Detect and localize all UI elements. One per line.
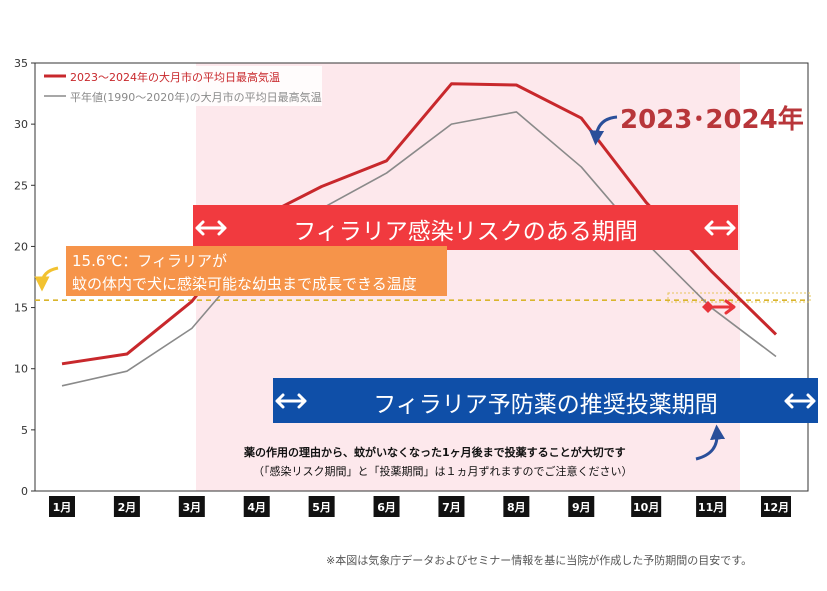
note-sub: （「感染リスク期間」と「投薬期間」は１ヵ月ずれますのでご注意ください） (253, 465, 633, 478)
threshold-pointer-icon (34, 266, 59, 292)
x-tick-label: 9月 (572, 501, 591, 514)
prevention-period-label: フィラリア予防薬の推奨投薬期間 (373, 392, 718, 418)
legend-label-normal: 平年値(1990〜2020年)の大月市の平均日最高気温 (70, 91, 322, 104)
footnote: ※本図は気象庁データおよびセミナー情報を基に当院が作成した予防期間の目安です。 (326, 554, 753, 567)
x-tick-label: 1月 (53, 501, 72, 514)
x-tick-label: 6月 (377, 501, 396, 514)
y-tick-label: 35 (14, 57, 28, 70)
prevention-period-bar (273, 378, 818, 423)
x-tick-label: 10月 (633, 501, 659, 514)
x-tick-label: 2月 (118, 501, 137, 514)
y-tick-label: 15 (14, 302, 28, 315)
x-tick-label: 12月 (763, 501, 789, 514)
y-tick-label: 0 (21, 485, 28, 498)
x-tick-badge (373, 496, 400, 517)
x-tick-label: 7月 (442, 501, 461, 514)
x-tick-badge (178, 496, 205, 517)
threshold-dotted-box (667, 292, 811, 303)
x-tick-label: 11月 (698, 501, 724, 514)
risk-period-label: フィラリア感染リスクのある期間 (293, 219, 638, 245)
series-label-pointer-icon (589, 115, 618, 146)
y-tick-label: 5 (21, 424, 28, 437)
threshold-label-box (66, 246, 447, 296)
x-tick-badge (631, 496, 662, 517)
y-axis: 0 5 10 15 20 25 30 35 (14, 57, 35, 498)
double-arrow-icon (195, 220, 736, 236)
x-tick-badge (49, 496, 75, 517)
y-tick-label: 10 (14, 363, 28, 376)
note-bold: 薬の作用の理由から、蚊がいなくなった1ヶ月後まで投薬することが大切です (244, 446, 626, 459)
double-arrow-icon (275, 393, 816, 409)
x-tick-badge (308, 496, 335, 517)
threshold-label-line1: 15.6℃：フィラリアが (72, 252, 227, 270)
x-tick-badge (243, 496, 270, 517)
x-tick-badge (113, 496, 140, 517)
red-arrow-marker (712, 299, 736, 315)
y-tick-label: 20 (14, 240, 28, 253)
y-tick-label: 30 (14, 118, 28, 131)
risk-period-bar (193, 205, 738, 250)
x-tick-label: 5月 (312, 501, 331, 514)
x-tick-badge (761, 496, 791, 517)
x-tick-label: 4月 (247, 501, 266, 514)
series-line-normal (61, 111, 777, 387)
y-tick-label: 25 (14, 179, 28, 192)
x-tick-badge (503, 496, 530, 517)
x-tick-badge (696, 496, 727, 517)
legend (40, 66, 322, 106)
series-label: 2023･2024年 (620, 105, 804, 135)
red-diamond-marker (702, 301, 714, 313)
x-tick-label: 8月 (507, 501, 526, 514)
note-pointer-icon (695, 424, 726, 461)
x-tick-badge (438, 496, 465, 517)
x-tick-badge (568, 496, 595, 517)
threshold-label-line2: 蚊の体内で犬に感染可能な幼虫まで成長できる温度 (72, 275, 417, 293)
legend-label-2023: 2023〜2024年の大月市の平均日最高気温 (70, 71, 280, 84)
x-axis: 1月 2月 3月 4月 5月 6月 7月 8月 9月 10月 11月 12月 (49, 496, 791, 517)
x-tick-label: 3月 (182, 501, 201, 514)
